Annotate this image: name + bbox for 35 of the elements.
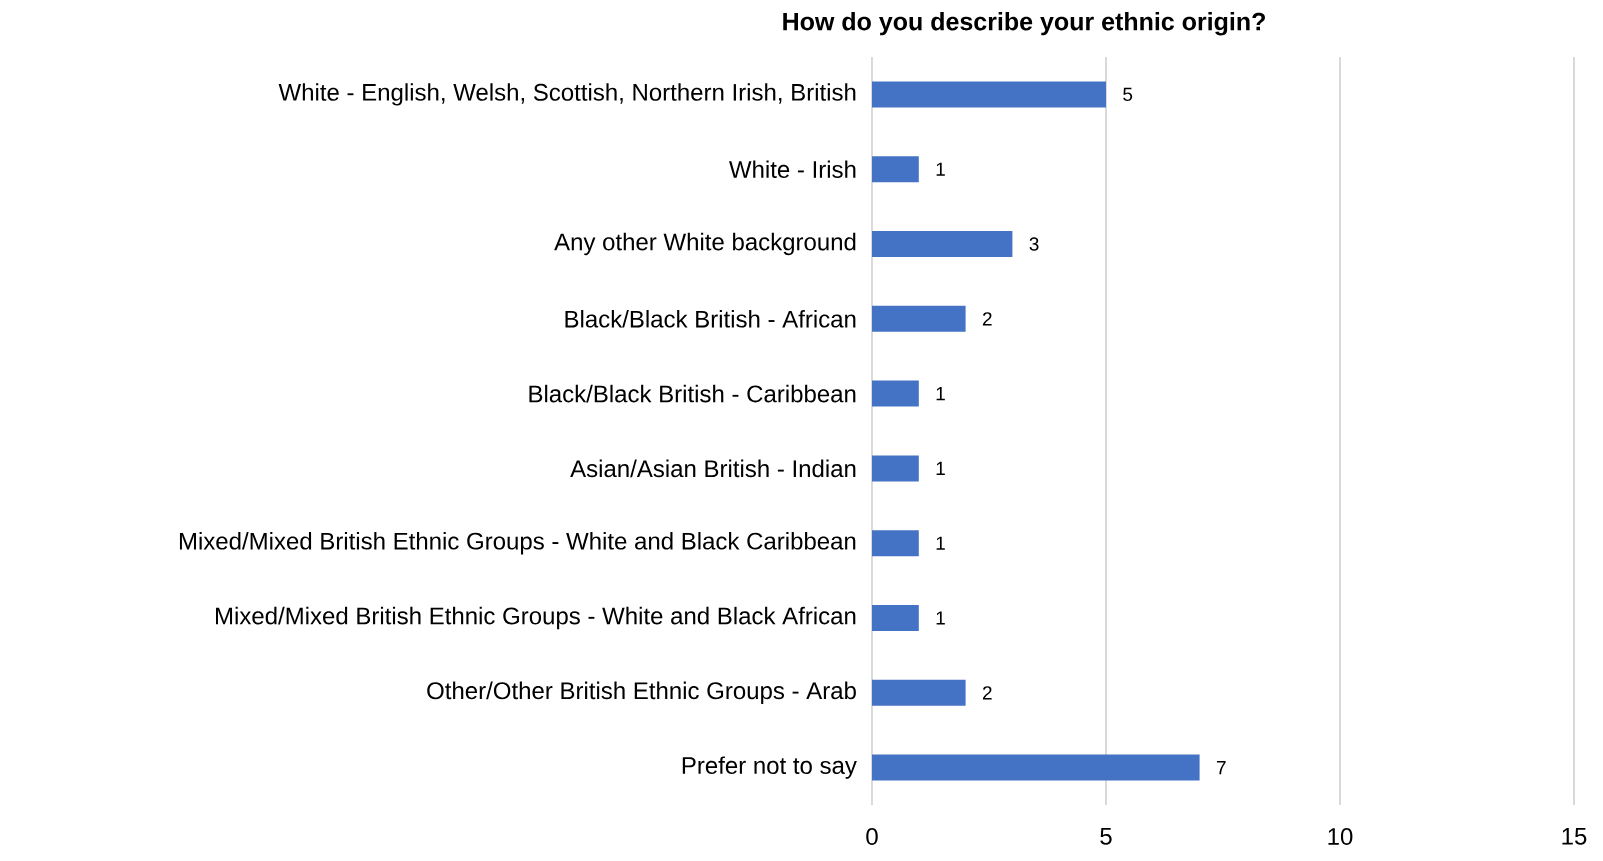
- bar: [871, 231, 1013, 257]
- data-label: 2: [982, 312, 992, 326]
- y-tick-label: Any other White background: [554, 232, 856, 256]
- data-label: 3: [1029, 237, 1039, 251]
- bar: [871, 754, 1200, 781]
- bar: [871, 305, 966, 332]
- y-tick-label: Mixed/Mixed British Ethnic Groups - White and Black Caribbean: [179, 532, 856, 555]
- bar: [871, 81, 1106, 108]
- bar: [871, 455, 919, 482]
- y-tick-label: White - Irish: [729, 160, 856, 178]
- y-tick-label: White - English, Welsh, Scottish, Northern Irish, British: [278, 83, 856, 106]
- x-tick-label: 0: [866, 828, 878, 846]
- bar: [871, 156, 919, 183]
- y-tick-label: Asian/Asian British - Indian: [570, 459, 856, 478]
- chart-title: How do you describe your ethnic origin?: [783, 12, 1265, 36]
- bar: [871, 604, 919, 631]
- data-label: 7: [1216, 761, 1226, 775]
- y-tick-label: Black/Black British - Caribbean: [529, 384, 856, 403]
- data-label: 1: [936, 387, 945, 401]
- data-label: 1: [936, 536, 945, 550]
- data-label: 2: [982, 686, 992, 700]
- y-tick-label: Mixed/Mixed British Ethnic Groups - White and Black African: [216, 606, 856, 630]
- data-label: 5: [1123, 87, 1133, 102]
- x-tick-label: 10: [1328, 828, 1353, 846]
- bar: [871, 679, 966, 706]
- y-tick-label: Prefer not to say: [682, 756, 857, 779]
- y-tick-label: Other/Other British Ethnic Groups - Arab: [427, 681, 856, 704]
- data-label: 1: [936, 461, 945, 475]
- bar: [871, 380, 919, 407]
- y-tick-label: Black/Black British - African: [565, 310, 856, 328]
- data-label: 1: [936, 611, 945, 625]
- bar: [871, 530, 919, 557]
- x-tick-label: 15: [1562, 828, 1587, 845]
- x-tick-label: 5: [1100, 828, 1112, 845]
- data-label: 1: [936, 162, 945, 176]
